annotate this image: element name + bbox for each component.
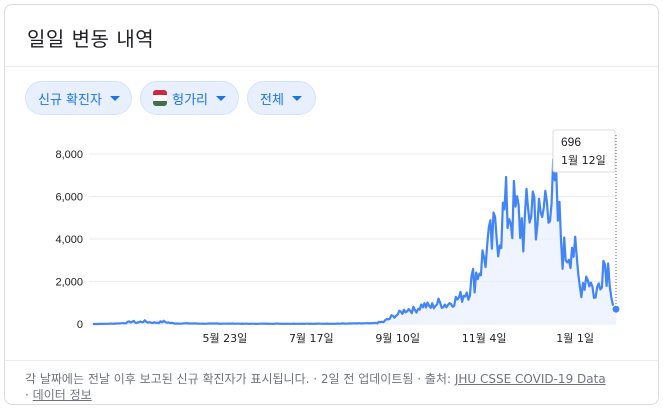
y-tick-label: 0 — [77, 319, 83, 331]
card-header: 일일 변동 내역 — [5, 5, 658, 67]
y-tick-label: 8,000 — [55, 149, 83, 161]
x-tick-label: 9월 10일 — [375, 331, 420, 345]
country-dropdown[interactable]: 헝가리 — [140, 81, 239, 115]
new-cases-line-chart[interactable]: 0 2,000 4,000 6,000 8,000 5월 23일 7월 17일 9월 10일… — [5, 125, 659, 357]
last-point-marker[interactable] — [611, 304, 621, 314]
chevron-down-icon — [109, 95, 120, 101]
tooltip-value: 696 — [561, 135, 581, 149]
y-tick-label: 4,000 — [55, 234, 83, 246]
y-tick-label: 2,000 — [55, 277, 83, 289]
metric-dropdown[interactable]: 신규 확진자 — [25, 81, 132, 115]
x-tick-label: 11월 4일 — [462, 331, 507, 345]
footer-separator: · — [25, 388, 29, 402]
x-tick-label: 1월 1일 — [556, 331, 594, 345]
data-info-link[interactable]: 데이터 정보 — [32, 388, 92, 402]
y-tick-label: 6,000 — [55, 192, 83, 204]
range-dropdown-label: 전체 — [260, 92, 284, 108]
country-dropdown-label: 헝가리 — [172, 92, 208, 108]
y-axis-ticks: 0 2,000 4,000 6,000 8,000 — [55, 149, 83, 331]
x-tick-label: 7월 17일 — [289, 331, 334, 345]
card-footer: 각 날짜에는 전날 이후 보고된 신규 확진자가 표시됩니다. · 2일 전 업… — [5, 360, 658, 404]
tooltip-date: 1월 12일 — [561, 153, 606, 167]
metric-dropdown-label: 신규 확진자 — [38, 92, 102, 108]
chevron-down-icon — [216, 95, 226, 101]
source-link[interactable]: JHU CSSE COVID-19 Data — [454, 372, 606, 386]
range-dropdown[interactable]: 전체 — [247, 81, 316, 115]
chart-tooltip: 696 1월 12일 — [552, 129, 616, 173]
chevron-down-icon — [291, 95, 302, 101]
series-line — [93, 158, 617, 326]
x-tick-label: 5월 23일 — [203, 331, 248, 345]
card-title: 일일 변동 내역 — [27, 27, 155, 51]
hungary-flag-icon — [153, 90, 168, 106]
tooltip-box — [552, 129, 616, 173]
series-area — [93, 159, 616, 324]
footer-note: 각 날짜에는 전날 이후 보고된 신규 확진자가 표시됩니다. · 2일 전 업… — [25, 372, 451, 386]
daily-changes-card: 일일 변동 내역 신규 확진자 헝가리 전체 0 2,000 4,000 6,000 8… — [4, 4, 659, 405]
x-axis-ticks: 5월 23일 7월 17일 9월 10일 11월 4일 1월 1일 — [203, 331, 594, 345]
